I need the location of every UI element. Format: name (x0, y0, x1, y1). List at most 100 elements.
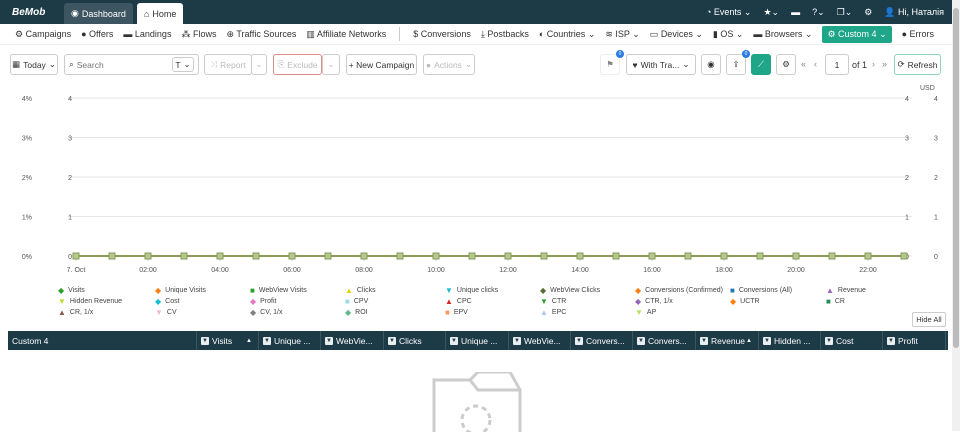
last-page-icon[interactable]: » (882, 59, 888, 69)
column-header[interactable]: ▼ Unique ... (259, 331, 321, 350)
nav-campaigns[interactable]: ⚙ Campaigns (15, 28, 72, 39)
nav-landings[interactable]: ▬ Landings (123, 29, 172, 39)
filter-icon[interactable]: ▼ (201, 336, 209, 345)
legend-item[interactable]: ◆ UCTR (730, 297, 760, 306)
new-campaign-button[interactable]: + New Campaign (346, 54, 417, 75)
nav-offers[interactable]: ● Offers (81, 29, 114, 39)
legend-item[interactable]: ▲ CR, 1/x (58, 308, 93, 317)
column-header[interactable]: ▼ Visits ▲ (197, 331, 259, 350)
exclude-button[interactable]: ⎘ Exclude (273, 54, 322, 75)
filter-icon[interactable]: ▼ (763, 336, 771, 345)
exclude-dropdown[interactable]: ⌄ (322, 54, 340, 75)
column-header[interactable]: ▼ WebVie... (321, 331, 384, 350)
filter-icon[interactable]: ▼ (887, 336, 895, 345)
tab-home[interactable]: ⌂ Home (136, 3, 184, 24)
star-icon[interactable]: ★⌄ (763, 6, 780, 17)
next-page-icon[interactable]: › (872, 59, 875, 69)
legend-item[interactable]: ◆ ROI (345, 308, 368, 317)
legend-item[interactable]: ▼ Unique clicks (445, 286, 498, 295)
nav-devices[interactable]: ▭ Devices ⌄ (649, 28, 703, 39)
filter-icon[interactable]: ▼ (325, 336, 333, 345)
legend-item[interactable]: ▼ CV (155, 308, 177, 317)
nav-flows[interactable]: ⁂ Flows (181, 28, 217, 39)
actions-dropdown[interactable]: ● Actions ⌄ (423, 54, 475, 75)
filter-icon[interactable]: ▼ (575, 336, 583, 345)
legend-item[interactable]: ◆ CV, 1/x (250, 308, 282, 317)
filter-icon[interactable]: ▼ (263, 336, 271, 345)
first-page-icon[interactable]: « (801, 59, 807, 69)
legend-item[interactable]: ▲ Clicks (345, 286, 376, 295)
nav-errors[interactable]: ● Errors (901, 29, 935, 39)
column-header[interactable]: ▼ WebVie... (509, 331, 571, 350)
legend-item[interactable]: ◆ WebView Clicks (540, 286, 600, 295)
chart-toggle-button[interactable]: ⟋ (751, 54, 771, 75)
filter-icon[interactable]: ▼ (700, 336, 708, 345)
column-header[interactable]: ▼ Profit (883, 331, 946, 350)
filter-icon[interactable]: ▼ (825, 336, 833, 345)
settings-button[interactable]: ⚙ (776, 54, 796, 75)
share-button[interactable]: ⇪ 0 (726, 50, 750, 75)
filter-icon[interactable]: ▼ (513, 336, 521, 345)
column-header[interactable]: ▼ Revenue ▲ (696, 331, 759, 350)
column-header[interactable]: ▼ Convers... (571, 331, 633, 350)
report-dropdown[interactable]: ⌄ (251, 54, 267, 75)
legend-item[interactable]: ▲ CPC (445, 297, 472, 306)
nav-affiliate-networks[interactable]: ▥ Affiliate Networks (306, 28, 387, 39)
user-menu[interactable]: 👤 Hi, Наталія (884, 6, 944, 17)
nav-countries[interactable]: ◐ Countries ⌄ (538, 28, 596, 39)
scrollbar[interactable] (952, 0, 960, 431)
legend-item[interactable]: ▲ Revenue (826, 286, 866, 295)
nav-conversions[interactable]: $ Conversions (413, 29, 471, 39)
report-button[interactable]: ⤨ Report (204, 54, 252, 75)
refresh-button[interactable]: ⟳ Refresh (894, 54, 941, 75)
column-header[interactable]: ▼ Clicks (384, 331, 446, 350)
type-dropdown[interactable]: T ⌄ (172, 57, 194, 72)
filter-icon[interactable]: ▼ (388, 336, 396, 345)
legend-item[interactable]: ▼ Hidden Revenue (58, 297, 122, 306)
legend-item[interactable]: ◆ Cost (155, 297, 180, 306)
nav-traffic-sources[interactable]: ⊕ Traffic Sources (226, 28, 297, 39)
nav-isp[interactable]: ≋ ISP ⌄ (605, 28, 640, 39)
nav-postbacks[interactable]: ⤓ Postbacks (480, 28, 529, 39)
traffic-dropdown[interactable]: ♥ With Tra... ⌄ (626, 54, 696, 75)
legend-item[interactable]: ■ WebView Visits (250, 286, 307, 295)
prev-page-icon[interactable]: ‹ (814, 59, 817, 69)
legend-item[interactable]: ◆ Visits (58, 286, 85, 295)
legend-item[interactable]: ■ CPV (345, 297, 368, 306)
flag-button[interactable]: ⚑ 0 (600, 50, 624, 75)
legend-item[interactable]: ▼ AP (635, 308, 656, 317)
page-input[interactable]: 1 (825, 54, 849, 75)
legend-item[interactable]: ■ EPV (445, 308, 468, 317)
filter-icon[interactable]: ▼ (450, 336, 458, 345)
legend-item[interactable]: ◆ CTR, 1/x (635, 297, 673, 306)
nav-os[interactable]: ▮ OS ⌄ (712, 28, 744, 39)
sort-icon[interactable]: ▲ (746, 337, 752, 344)
nav-custom-4[interactable]: ⚙ Custom 4 ⌄ (822, 25, 892, 43)
column-header[interactable]: ▼ Hidden ... (759, 331, 821, 350)
events-menu[interactable]: ◔ Events ⌄ (705, 6, 752, 17)
gear-icon[interactable]: ⚙ (864, 6, 873, 17)
column-header[interactable]: ▼ Cost (821, 331, 883, 350)
filter-icon[interactable]: ▼ (637, 336, 645, 345)
tab-dashboard[interactable]: ◉ Dashboard (64, 3, 133, 24)
search-box[interactable]: ⌕ T⌄ (64, 54, 199, 75)
column-header[interactable]: ▼ Convers... (633, 331, 696, 350)
legend-item[interactable]: ■ CR (826, 297, 845, 306)
search-input[interactable] (76, 59, 162, 70)
column-header[interactable]: ▼ Unique ... (446, 331, 509, 350)
hide-all-button[interactable]: Hide All (912, 312, 946, 327)
sort-icon[interactable]: ▲ (246, 337, 252, 344)
date-dropdown[interactable]: ▦ Today ⌄ (10, 54, 58, 75)
legend-item[interactable]: ◆ Unique Visits (155, 286, 206, 295)
legend-item[interactable]: ◆ Profit (250, 297, 277, 306)
scrollbar-thumb[interactable] (953, 8, 959, 348)
legend-item[interactable]: ▲ EPC (540, 308, 566, 317)
legend-item[interactable]: ▼ CTR (540, 297, 566, 306)
eye-button[interactable]: ◉ (701, 54, 721, 75)
legend-item[interactable]: ■ Conversions (All) (730, 286, 792, 295)
column-header[interactable]: Custom 4 (8, 331, 197, 350)
legend-item[interactable]: ◆ Conversions (Confirmed) (635, 286, 723, 295)
windows-icon[interactable]: ❐⌄ (836, 6, 853, 17)
nav-browsers[interactable]: ▬ Browsers ⌄ (753, 28, 813, 39)
chat-icon[interactable]: ▬ (791, 7, 801, 17)
